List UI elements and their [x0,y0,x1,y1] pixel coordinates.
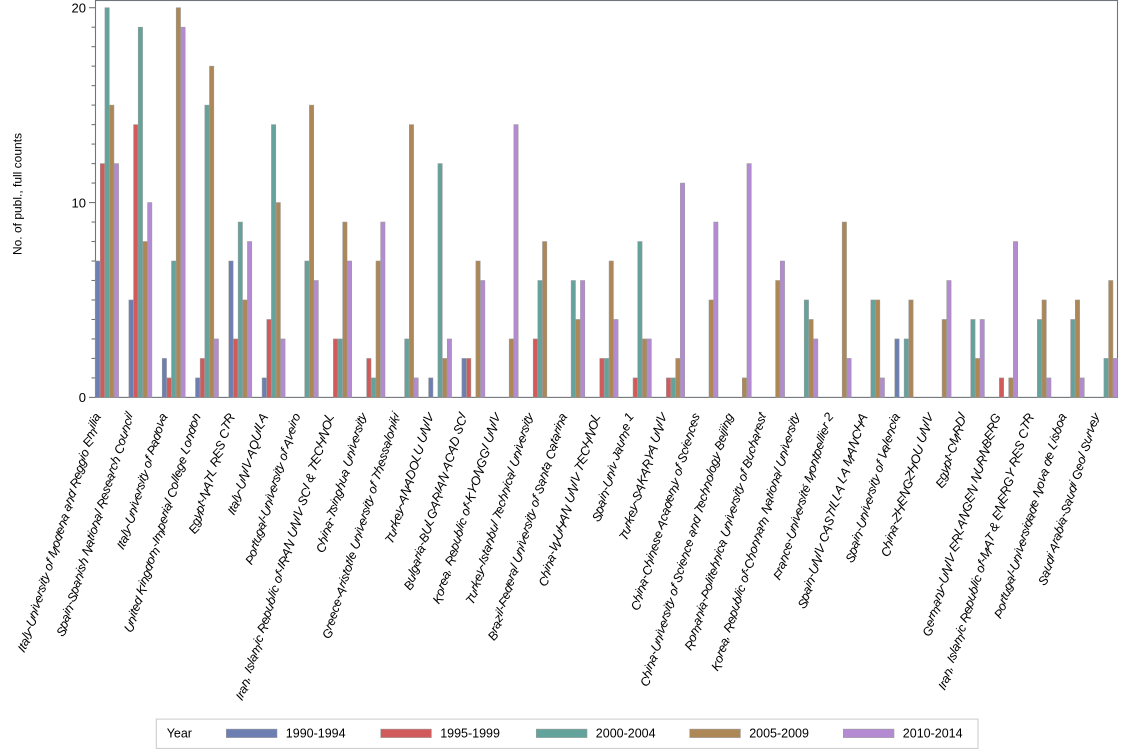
svg-text:2010-2014: 2010-2014 [903,727,963,741]
svg-text:0: 0 [79,390,86,405]
svg-text:1995-1999: 1995-1999 [440,727,500,741]
svg-text:2005-2009: 2005-2009 [749,727,809,741]
svg-text:1990-1994: 1990-1994 [286,727,346,741]
svg-text:2000-2004: 2000-2004 [596,727,656,741]
svg-text:Year: Year [167,727,192,741]
svg-text:10: 10 [72,195,86,210]
svg-text:20: 20 [72,1,86,16]
svg-text:No. of publ., full counts: No. of publ., full counts [11,133,25,255]
